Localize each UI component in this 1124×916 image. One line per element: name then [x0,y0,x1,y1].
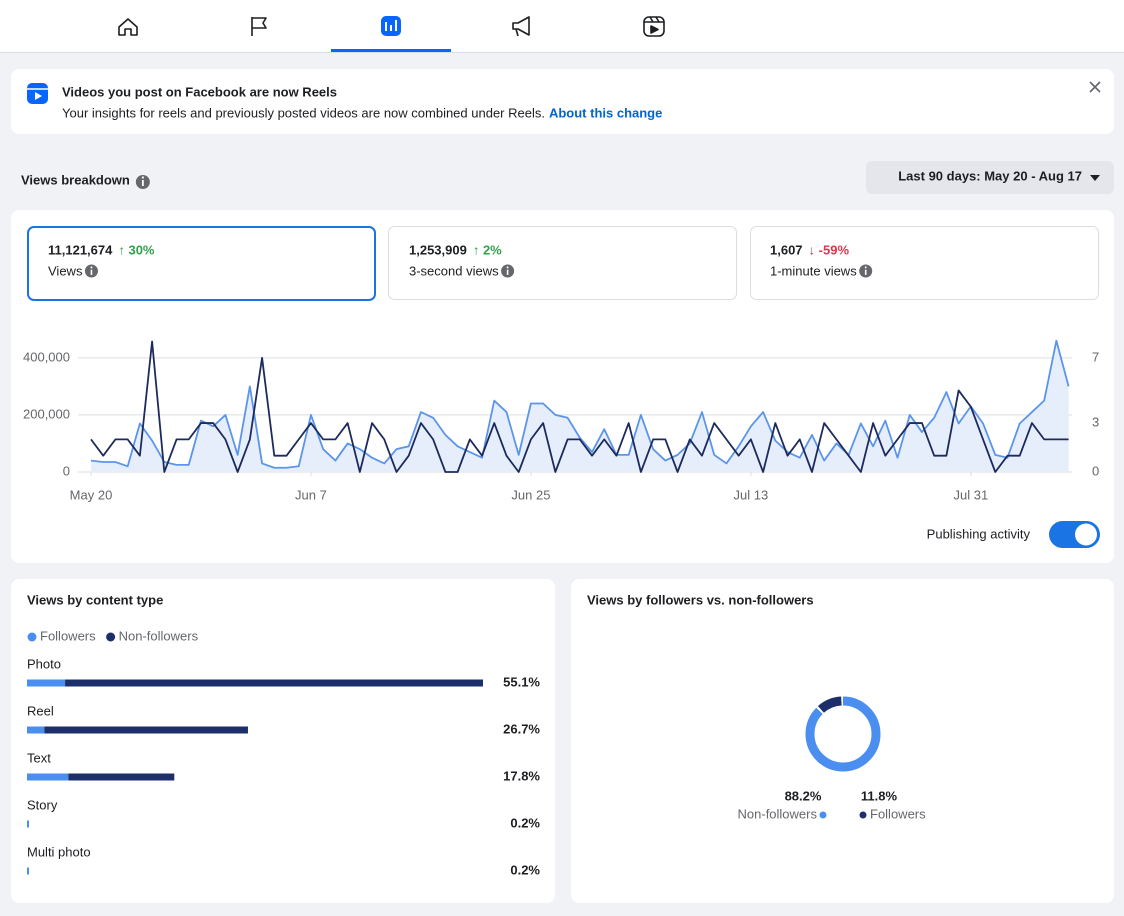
info-icon[interactable] [135,175,150,189]
bar-segment [27,867,29,875]
value-label: 26.7% [503,721,540,736]
metric-card-selected[interactable] [27,226,376,301]
bar-segment [44,726,248,734]
y2-tick-label: 3 [1092,415,1099,430]
date-range-label: Last 90 days: May 20 - Aug 17 [898,168,1082,183]
value-label: 0.2% [510,862,540,877]
section-title: Views breakdown [21,172,130,187]
category-label: Reel [27,703,54,718]
legend-dot [859,811,867,819]
date-range-dropdown[interactable] [866,161,1114,194]
bar-segment [27,726,45,734]
legend-dot [819,811,827,819]
y-tick-label: 200,000 [23,406,70,421]
bar-segment [68,773,175,781]
x-tick-label: May 20 [70,487,113,502]
category-label: Multi photo [27,844,91,859]
x-tick-label: Jun 7 [295,487,327,502]
y-tick-label: 400,000 [23,349,70,364]
reels-tab[interactable] [643,16,665,37]
y-tick-label: 0 [63,463,70,478]
close-button[interactable] [1089,81,1101,93]
metric-change: ↑ 2% [473,242,502,257]
y2-tick-label: 0 [1092,463,1099,478]
metric-card[interactable] [388,226,737,300]
active-tab-indicator [331,49,451,52]
area [91,340,1069,472]
home-tab[interactable] [118,18,138,36]
metric-value: 1,253,909 [409,242,467,257]
pages-tab[interactable] [251,17,267,36]
bar-segment [27,679,66,687]
info-icon-dot [864,266,867,269]
metric-value: 11,121,674 [48,242,113,257]
legend-label: Followers [40,628,96,643]
category-label: Photo [27,656,61,671]
info-icon-dot [90,266,93,269]
bar-segment [27,773,69,781]
metric-label: 1-minute views [770,263,857,278]
legend-dot [27,632,37,642]
card-title: Views by followers vs. non-followers [587,592,814,607]
followers-card [571,579,1114,903]
metric-card[interactable] [750,226,1099,300]
category-label: Text [27,750,51,765]
insights-tab[interactable] [381,16,401,36]
banner-title: Videos you post on Facebook are now Reel… [62,84,337,99]
category-label: Story [27,797,58,812]
bar-segment [65,679,483,687]
legend-label: Non-followers [738,806,818,821]
publishing-toggle[interactable] [1049,521,1100,548]
donut-segment [805,696,881,772]
value-label: 0.2% [510,815,540,830]
info-icon-dot [506,266,509,269]
y2-tick-label: 7 [1092,349,1099,364]
card-title: Views by content type [27,592,163,607]
metric-label: Views [48,263,83,278]
legend-dot [106,632,116,642]
metric-label: 3-second views [409,263,499,278]
banner [11,69,1114,134]
value-label: 55.1% [503,674,540,689]
ads-tab[interactable] [512,16,530,37]
value-label: 11.8% [861,788,898,803]
value-label: 88.2% [785,788,822,803]
legend-label: Followers [870,806,926,821]
value-label: 17.8% [503,768,540,783]
metric-change: ↓ -59% [809,242,850,257]
banner-link[interactable]: About this change [549,105,662,120]
toggle-label: Publishing activity [927,526,1031,541]
top-nav [0,0,1124,52]
dropdown-caret [1090,175,1100,181]
banner-text: Your insights for reels and previously p… [62,105,545,120]
x-tick-label: Jul 13 [734,487,769,502]
reels-icon [27,83,48,104]
legend-label: Non-followers [119,628,199,643]
x-tick-label: Jul 31 [953,487,988,502]
bar-segment [27,820,29,828]
metric-value: 1,607 [770,242,803,257]
x-tick-label: Jun 25 [511,487,550,502]
content-type-card [11,579,555,903]
line [90,340,1069,473]
metric-change: ↑ 30% [118,242,155,257]
